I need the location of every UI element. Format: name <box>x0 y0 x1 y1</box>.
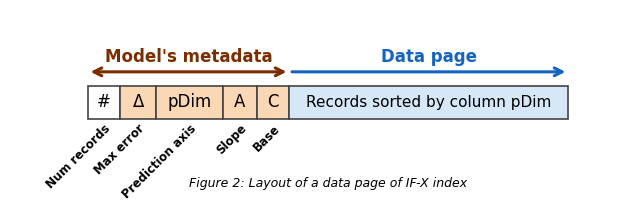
Text: Figure 2: Layout of a data page of IF-X index: Figure 2: Layout of a data page of IF-X … <box>189 177 467 190</box>
Text: Base: Base <box>250 122 282 154</box>
Bar <box>223 86 257 119</box>
Bar <box>120 86 156 119</box>
Bar <box>257 86 289 119</box>
Text: Records sorted by column pDim: Records sorted by column pDim <box>306 95 552 110</box>
Text: Δ: Δ <box>132 93 144 111</box>
Text: Max error: Max error <box>92 122 147 177</box>
Text: Model's metadata: Model's metadata <box>105 48 272 66</box>
Text: pDim: pDim <box>168 93 212 111</box>
Bar <box>156 86 223 119</box>
Text: Num records: Num records <box>44 122 113 191</box>
Text: #: # <box>97 93 111 111</box>
Bar <box>289 86 568 119</box>
Text: Data page: Data page <box>381 48 477 66</box>
Text: A: A <box>234 93 246 111</box>
Text: Prediction axis: Prediction axis <box>120 122 199 201</box>
Text: Slope: Slope <box>214 122 249 157</box>
Text: C: C <box>268 93 279 111</box>
Bar <box>88 86 120 119</box>
